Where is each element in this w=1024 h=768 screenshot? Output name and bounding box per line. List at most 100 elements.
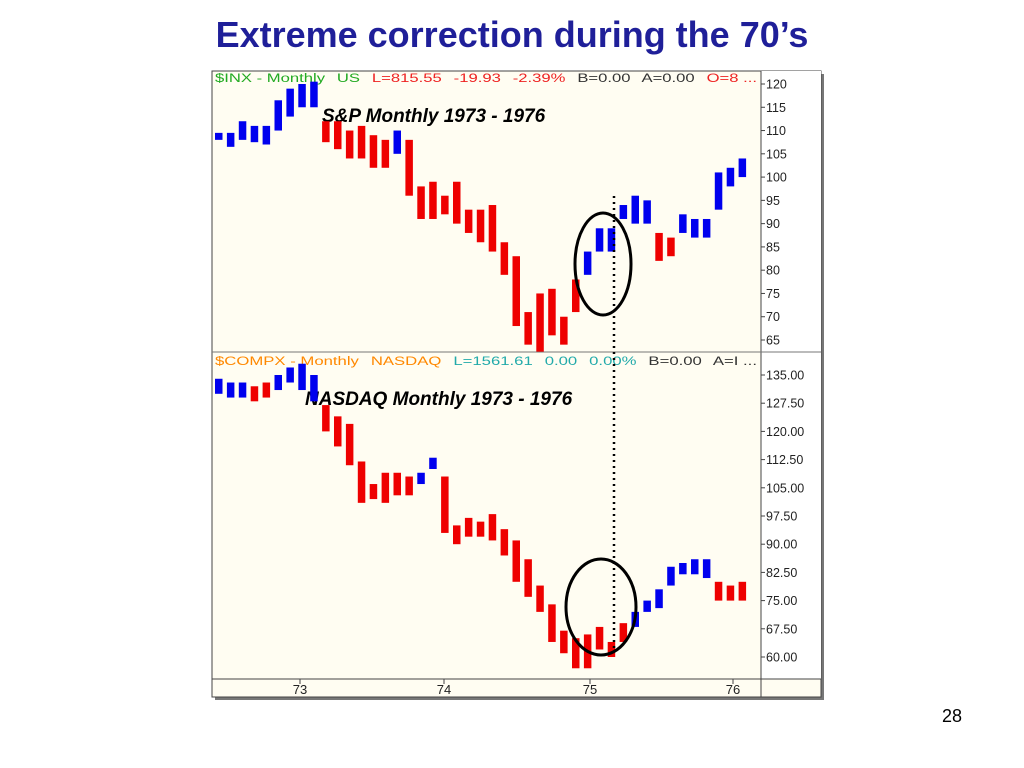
- nasdaq-bar-1973-04: [250, 386, 259, 402]
- sp-y-tick-label: 105: [766, 147, 787, 161]
- nasdaq-bar-1974-02: [369, 484, 378, 500]
- nasdaq-header-change: 0.00: [545, 356, 578, 368]
- sp-bar-1974-04: [393, 130, 401, 154]
- sp-bar-1973-09: [310, 81, 318, 108]
- sp-y-tick-label: 95: [766, 194, 780, 208]
- sp-bar-1975-05: [548, 288, 556, 336]
- sp-y-tick-label: 65: [766, 334, 780, 348]
- nasdaq-bar-1975-02: [512, 540, 520, 582]
- nasdaq-y-tick-label: 60.00: [766, 651, 797, 665]
- sp-header-symbol: $INX - Monthly: [215, 73, 325, 85]
- nasdaq-bar-1976-07: [714, 581, 723, 601]
- x-tick-label: 73: [293, 682, 307, 697]
- nasdaq-chart-title: NASDAQ Monthly 1973 - 1976: [305, 389, 573, 410]
- sp-bar-1974-11: [476, 209, 485, 243]
- sp-bar-1976-03: [667, 237, 675, 257]
- nasdaq-bar-1974-10: [464, 517, 473, 537]
- nasdaq-bar-1973-11: [334, 416, 342, 447]
- sp-bar-1975-10: [607, 228, 616, 252]
- nasdaq-bar-1973-09: [310, 375, 318, 402]
- nasdaq-bar-1976-04: [679, 563, 687, 575]
- sp-bar-1975-08: [583, 251, 592, 275]
- nasdaq-header: $COMPX - Monthly NASDAQ L=1561.61 0.00 0…: [215, 356, 757, 368]
- nasdaq-bar-1975-05: [548, 604, 556, 642]
- nasdaq-bar-1973-03: [238, 382, 247, 398]
- nasdaq-bar-1974-11: [476, 521, 485, 537]
- sp-bar-1975-01: [500, 242, 509, 275]
- nasdaq-bar-1974-06: [417, 472, 425, 485]
- sp-bar-1974-10: [464, 209, 473, 233]
- axis-panel: [761, 71, 821, 679]
- sp-bar-1975-06: [560, 316, 568, 345]
- nasdaq-bar-1976-08: [726, 585, 735, 601]
- sp-bar-1976-01: [643, 200, 651, 224]
- sp-bar-1976-05: [691, 218, 699, 238]
- sp-bar-1976-08: [726, 167, 735, 187]
- nasdaq-y-tick-label: 90.00: [766, 538, 797, 552]
- sp-bar-1973-01: [215, 132, 223, 140]
- sp-bar-1974-08: [441, 195, 449, 215]
- nasdaq-bar-1974-04: [393, 472, 401, 496]
- nasdaq-bar-1973-07: [286, 367, 294, 383]
- sp-bar-1974-06: [417, 186, 425, 219]
- x-tick-label: 74: [437, 682, 451, 697]
- x-tick-label: 75: [583, 682, 597, 697]
- sp-chart-title: S&P Monthly 1973 - 1976: [322, 106, 546, 127]
- sp-y-tick-label: 75: [766, 287, 780, 301]
- nasdaq-header-exchange: NASDAQ: [371, 356, 442, 368]
- nasdaq-y-tick-label: 67.50: [766, 622, 797, 636]
- nasdaq-bar-1976-05: [691, 559, 699, 575]
- sp-y-tick-label: 100: [766, 171, 787, 185]
- sp-bar-1973-10: [322, 121, 330, 143]
- sp-bar-1975-09: [595, 228, 604, 252]
- sp-bar-1976-06: [702, 218, 711, 238]
- sp-bar-1973-05: [262, 125, 271, 145]
- bars-layer: [215, 81, 747, 669]
- sp-bar-1975-02: [512, 256, 520, 327]
- nasdaq-bar-1975-04: [536, 585, 544, 612]
- nasdaq-y-tick-label: 112.50: [766, 453, 803, 467]
- sp-bar-1976-09: [738, 158, 747, 178]
- nasdaq-bar-1973-06: [274, 375, 282, 391]
- nasdaq-bar-1975-03: [524, 559, 532, 597]
- nasdaq-y-tick-label: 135.00: [766, 369, 804, 383]
- x-tick-label: 76: [726, 682, 740, 697]
- sp-y-tick-label: 120: [766, 78, 787, 92]
- sp-y-tick-label: 85: [766, 240, 780, 254]
- nasdaq-bar-1974-07: [429, 457, 437, 469]
- sp-bar-1976-02: [655, 232, 663, 261]
- sp-bar-1973-07: [286, 88, 294, 117]
- sp-header-exchange: US: [337, 73, 361, 85]
- nasdaq-y-tick-label: 82.50: [766, 566, 797, 580]
- sp-y-tick-label: 70: [766, 310, 780, 324]
- sp-bar-1975-03: [524, 312, 532, 345]
- nasdaq-bar-1976-09: [738, 581, 747, 601]
- nasdaq-bar-1974-08: [441, 476, 449, 533]
- sp-header-bid: B=0.00: [577, 73, 630, 85]
- page-number: 28: [941, 706, 962, 726]
- sp-bar-1974-01: [357, 125, 366, 159]
- sp-bar-1975-07: [572, 279, 580, 313]
- sp-header-last: L=815.55: [372, 73, 442, 85]
- nasdaq-bar-1974-01: [357, 461, 366, 503]
- nasdaq-header-ask: A=I ...: [713, 356, 757, 368]
- sp-y-tick-label: 80: [766, 264, 780, 278]
- nasdaq-bar-1973-05: [262, 382, 271, 398]
- sp-header-ask: A=0.00: [641, 73, 694, 85]
- sp-highlight-ellipse: [573, 211, 633, 317]
- nasdaq-bar-1974-03: [381, 472, 390, 503]
- sp-bar-1974-03: [381, 139, 390, 168]
- nasdaq-y-tick-label: 120.00: [766, 425, 804, 439]
- sp-bar-1973-03: [238, 121, 247, 140]
- nasdaq-bar-1973-12: [345, 423, 354, 466]
- slide-title: Extreme correction during the 70’s: [215, 14, 809, 55]
- nasdaq-bar-1973-10: [322, 405, 330, 432]
- sp-bar-1974-12: [488, 205, 497, 252]
- nasdaq-bar-1975-01: [500, 529, 509, 556]
- sp-bar-1973-12: [345, 130, 354, 159]
- nasdaq-header-bid: B=0.00: [648, 356, 701, 368]
- sp-bar-1975-04: [536, 293, 544, 352]
- nasdaq-bar-1976-06: [702, 559, 711, 579]
- sp-bar-1973-04: [250, 125, 259, 143]
